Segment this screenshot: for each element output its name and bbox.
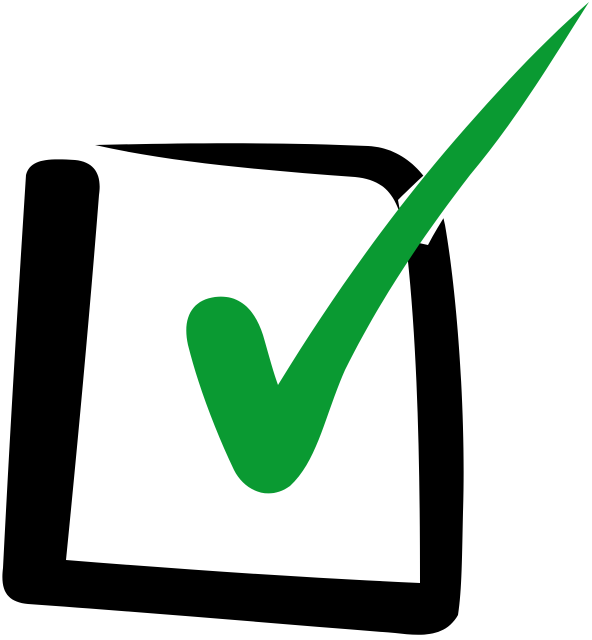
check-mark — [186, 2, 590, 494]
